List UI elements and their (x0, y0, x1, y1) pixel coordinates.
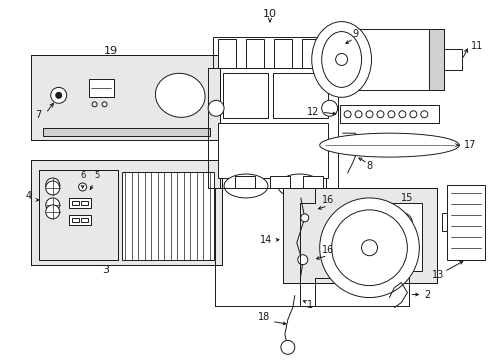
Bar (245, 39, 264, 68)
Ellipse shape (321, 32, 361, 87)
Text: 14: 14 (259, 235, 271, 245)
Bar (339, 105, 438, 123)
Circle shape (56, 92, 61, 98)
Circle shape (46, 205, 60, 219)
Bar (122, 172, 214, 260)
Bar (235, 176, 254, 188)
Bar (357, 203, 422, 271)
Circle shape (392, 243, 411, 263)
Bar (39, 170, 118, 260)
Circle shape (208, 100, 224, 116)
Bar (39, 170, 118, 260)
Circle shape (46, 181, 60, 195)
Circle shape (331, 210, 407, 285)
Bar (81, 201, 87, 205)
Ellipse shape (319, 133, 458, 157)
Circle shape (280, 340, 294, 354)
Circle shape (46, 178, 60, 192)
Circle shape (354, 141, 364, 151)
Bar (72, 218, 79, 222)
Bar (447, 185, 484, 260)
Bar (441, 213, 447, 231)
Bar (68, 215, 90, 225)
Circle shape (79, 183, 86, 191)
Text: 3: 3 (102, 265, 109, 275)
Text: 7: 7 (36, 110, 42, 120)
Bar (272, 73, 327, 118)
Ellipse shape (224, 174, 267, 198)
Bar (31, 55, 220, 140)
Text: 2: 2 (424, 289, 429, 300)
Bar (218, 39, 236, 68)
Text: 10: 10 (263, 9, 276, 19)
Bar (273, 39, 291, 68)
Text: 15: 15 (400, 193, 413, 203)
Text: 19: 19 (103, 45, 117, 55)
Bar (269, 176, 289, 188)
Bar (68, 198, 90, 208)
Bar (329, 28, 443, 90)
Text: 9: 9 (352, 28, 358, 39)
Bar (72, 201, 79, 205)
Ellipse shape (311, 22, 371, 97)
Circle shape (297, 255, 307, 265)
Bar (88, 80, 113, 97)
Bar (31, 160, 222, 265)
Circle shape (361, 240, 377, 256)
Bar (31, 160, 222, 265)
Text: 5: 5 (94, 171, 99, 180)
Bar (31, 55, 220, 140)
Circle shape (365, 243, 385, 263)
Text: 16: 16 (321, 195, 333, 205)
Text: 11: 11 (470, 41, 482, 50)
Bar (301, 39, 319, 68)
Bar (282, 188, 436, 283)
Text: 16: 16 (321, 245, 333, 255)
Bar (42, 128, 210, 136)
Circle shape (300, 214, 308, 222)
Circle shape (365, 213, 385, 233)
Text: 1: 1 (306, 300, 312, 310)
Text: 13: 13 (431, 270, 443, 280)
Circle shape (392, 213, 411, 233)
Circle shape (51, 87, 66, 103)
Bar (302, 176, 322, 188)
Ellipse shape (155, 73, 204, 117)
Text: 12: 12 (306, 107, 319, 117)
Text: 17: 17 (463, 140, 475, 150)
Text: 4: 4 (26, 191, 32, 201)
Circle shape (46, 198, 60, 212)
Ellipse shape (277, 174, 321, 198)
Text: 8: 8 (366, 161, 372, 171)
Bar (218, 123, 327, 178)
Bar (443, 49, 461, 71)
Bar (282, 188, 436, 283)
Bar (428, 28, 443, 90)
Circle shape (321, 100, 337, 116)
Circle shape (335, 54, 347, 66)
Bar (223, 73, 267, 118)
Text: 18: 18 (257, 312, 269, 323)
Circle shape (319, 198, 419, 298)
Bar (81, 218, 87, 222)
FancyBboxPatch shape (77, 68, 139, 121)
Text: 6: 6 (80, 171, 85, 180)
